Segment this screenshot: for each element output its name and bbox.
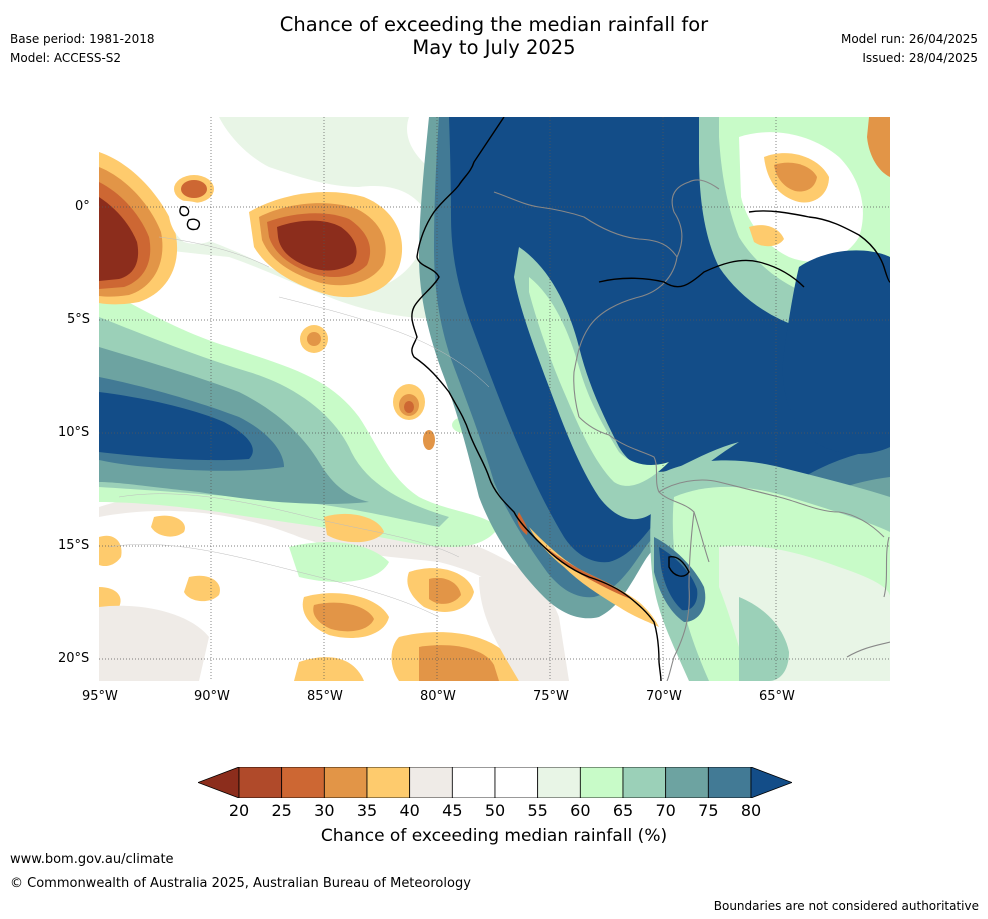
colorbar-tick-label: 55 [527, 801, 548, 820]
lat-label-0: 0° [75, 199, 90, 214]
model-name: Model: ACCESS-S2 [10, 51, 122, 65]
colorbar-cell [707, 767, 752, 798]
lat-label-20s: 20°S [58, 651, 90, 666]
colorbar-tick-label: 60 [570, 801, 591, 820]
colorbar-label: Chance of exceeding median rainfall (%) [320, 826, 668, 846]
colorbar-tick-label: 25 [271, 801, 292, 820]
lon-label-80w: 80°W [420, 689, 456, 704]
colorbar-cell [409, 767, 453, 798]
lon-label-70w: 70°W [646, 689, 682, 704]
coastline [179, 117, 890, 681]
title-line-2: May to July 2025 [412, 36, 576, 59]
colorbar-arrow-high [750, 767, 792, 798]
colorbar-cell [451, 767, 496, 798]
lon-label-75w: 75°W [533, 689, 569, 704]
colorbar-cell [238, 767, 283, 798]
colorbar-tick-label: 30 [314, 801, 335, 820]
base-period: Base period: 1981-2018 [10, 32, 155, 46]
lon-label-65w: 65°W [759, 689, 795, 704]
colorbar-cell [323, 767, 368, 798]
colorbar-cell [537, 767, 581, 798]
colorbar-tick-label: 65 [612, 801, 634, 820]
lat-label-15s: 15°S [58, 538, 90, 553]
boundary-disclaimer: Boundaries are not considered authoritat… [713, 899, 979, 913]
colorbar-arrow-low [198, 767, 240, 798]
country-borders [493, 179, 890, 681]
colorbar-tick-label: 40 [399, 801, 420, 820]
map-title: Chance of exceeding the median rainfall … [0, 13, 988, 59]
colorbar-tick-label: 75 [698, 801, 719, 820]
colorbar-cell [366, 767, 411, 798]
lat-label-5s: 5°S [67, 312, 91, 327]
rainfall-field [99, 117, 890, 681]
colorbar-tick-label: 45 [442, 801, 463, 820]
colorbar-cell [665, 767, 709, 798]
colorbar-cell [281, 767, 325, 798]
website-link[interactable]: www.bom.gov.au/climate [10, 852, 174, 867]
lat-label-10s: 10°S [58, 425, 90, 440]
colorbar-tick-label: 70 [655, 801, 676, 820]
colorbar-cell [622, 767, 667, 798]
colorbar-tick-label: 35 [356, 801, 378, 820]
copyright-notice: © Commonwealth of Australia 2025, Austra… [10, 876, 471, 891]
colorbar-tick-label: 20 [228, 801, 250, 820]
rainfall-map [99, 117, 890, 681]
colorbar [198, 767, 792, 798]
graticule [99, 117, 890, 681]
contour-lines [108, 236, 490, 618]
title-line-1: Chance of exceeding the median rainfall … [279, 13, 709, 36]
model-run: Model run: 26/04/2025 [840, 32, 978, 46]
issued-date: Issued: 28/04/2025 [862, 51, 978, 65]
colorbar-tick-label: 50 [484, 801, 506, 820]
lon-label-90w: 90°W [194, 689, 230, 704]
colorbar-tick-label: 80 [740, 801, 762, 820]
colorbar-cell [494, 767, 539, 798]
colorbar-cell [579, 767, 624, 798]
lon-label-85w: 85°W [307, 689, 343, 704]
lon-label-95w: 95°W [82, 689, 118, 704]
